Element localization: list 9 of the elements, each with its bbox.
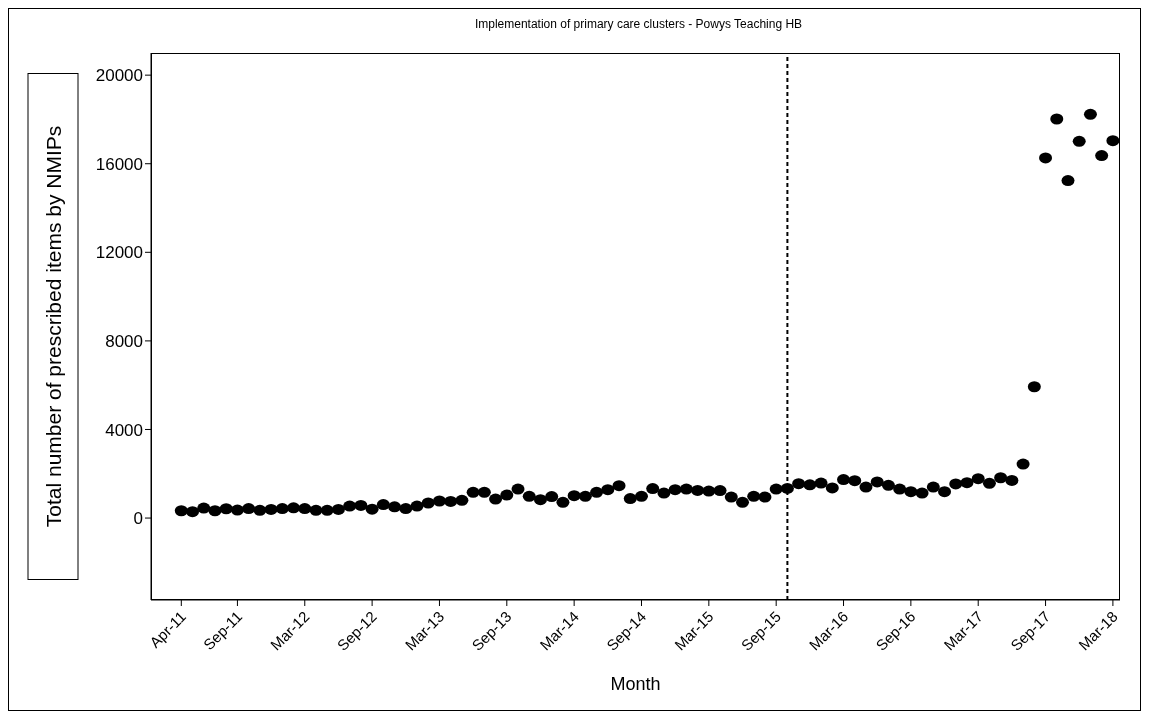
y-tick-label: 4000 (105, 420, 143, 440)
y-axis-title: Total number of prescribed items by NMIPs (41, 125, 65, 528)
x-axis-title: Month (610, 674, 661, 694)
y-tick-label: 20000 (95, 66, 143, 86)
y-tick-label: 8000 (105, 331, 143, 351)
y-tick-label: 16000 (95, 154, 143, 174)
y-tick-label: 0 (133, 509, 143, 529)
y-tick-label: 12000 (95, 243, 143, 263)
chart-title: Implementation of primary care clusters - Powys Teaching HB (473, 17, 804, 31)
